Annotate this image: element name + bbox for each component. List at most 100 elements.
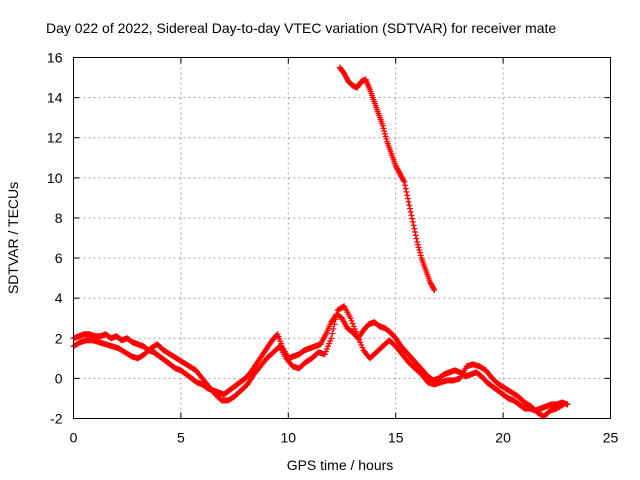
data-point [325,343,332,350]
data-points [70,64,571,420]
data-point [414,241,421,248]
data-point [430,285,437,292]
data-point [395,168,402,175]
data-point [402,182,409,189]
data-point [177,358,184,365]
data-point [404,192,411,199]
data-point [119,347,126,354]
y-tick-label: 0 [55,370,63,386]
data-point [352,328,359,335]
data-point [506,388,513,395]
data-point [399,176,406,183]
data-point [401,347,408,354]
y-tick-label: 6 [55,250,63,266]
data-point [216,395,223,402]
data-point [358,341,365,348]
y-tick-label: 16 [47,50,63,66]
data-point [337,313,344,320]
data-point [411,225,418,232]
data-point [235,389,242,396]
data-point [519,397,526,404]
data-point [326,340,333,347]
data-point [403,356,410,363]
data-point [357,339,364,346]
data-point [306,356,313,363]
data-point [383,136,390,143]
data-point [532,407,539,414]
data-point [407,208,414,215]
data-point [500,384,507,391]
data-point [410,222,417,229]
x-axis-label: GPS time / hours [287,457,394,473]
data-point [409,215,416,222]
data-point [332,316,339,323]
data-point [403,188,410,195]
data-point [370,96,377,103]
data-point [558,402,565,409]
y-tick-label: -2 [50,411,63,427]
data-point [416,369,423,376]
data-point [377,345,384,352]
data-point [165,349,172,356]
data-point [184,362,191,369]
data-point [480,366,487,373]
data-point [429,284,436,291]
data-point [400,177,407,184]
data-point [359,344,366,351]
data-point [203,380,210,387]
data-point [349,320,356,327]
data-point [158,345,165,352]
data-point [251,364,258,371]
data-point [417,249,424,256]
data-point [348,317,355,324]
data-point [323,345,330,352]
data-point [559,402,566,409]
data-point [387,148,394,155]
data-point [408,212,415,219]
x-tick-label: 10 [281,430,297,446]
data-point [390,333,397,340]
data-point [409,218,416,225]
plot-frame [73,57,611,419]
data-point [406,202,413,209]
data-point [417,252,424,259]
data-point [404,195,411,202]
data-point [256,356,263,363]
data-point [344,75,351,82]
data-point [371,351,378,358]
grid [73,57,611,419]
data-point [407,205,414,212]
data-point [417,365,424,372]
data-point [412,232,419,239]
data-point [351,325,358,332]
data-point [313,351,320,358]
data-point [405,198,412,205]
data-point [412,359,419,366]
data-point [391,160,398,167]
x-tick-label: 15 [388,430,404,446]
data-point [358,329,365,336]
y-tick-label: 2 [55,330,63,346]
data-point [412,228,419,235]
data-point [493,379,500,386]
axis-ticks [73,57,611,419]
data-point [350,323,357,330]
data-point [245,371,252,378]
data-point [409,363,416,370]
data-point [229,394,236,401]
data-point [426,277,433,284]
x-tick-label: 25 [603,430,619,446]
data-point [331,321,338,328]
data-point [210,388,217,395]
data-point [414,239,421,246]
data-point [321,332,328,339]
data-point [126,351,133,358]
data-point [328,335,335,342]
y-tick-label: 8 [55,210,63,226]
data-point [74,340,81,347]
data-point [300,361,307,368]
data-point [407,353,414,360]
data-point [255,366,262,373]
data-point [390,341,397,348]
